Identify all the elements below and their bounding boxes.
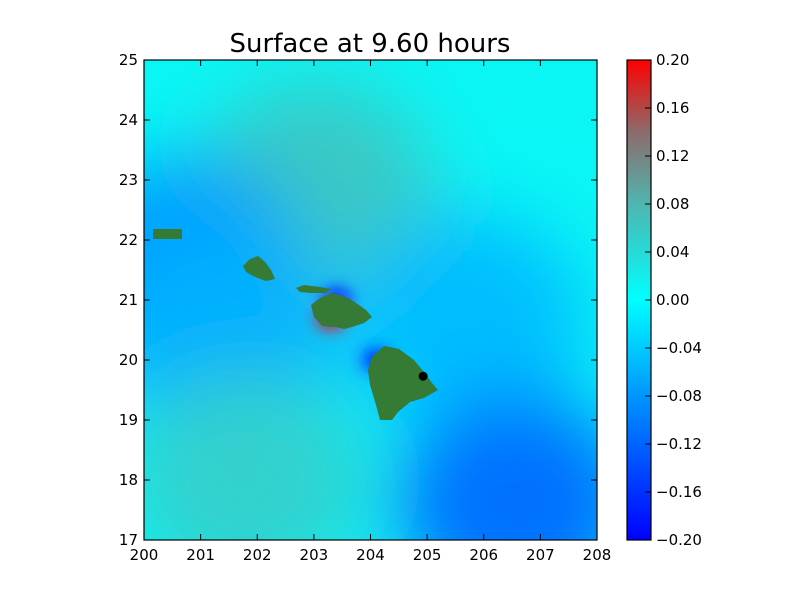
chart-title: Surface at 9.60 hours [230, 29, 511, 59]
x-tick-label: 207 [526, 546, 555, 564]
colorbar-tick-label: 0.04 [656, 243, 689, 261]
y-tick-label: 20 [119, 351, 138, 369]
colorbar-tick-label: −0.20 [656, 531, 702, 549]
y-tick-label: 23 [119, 171, 138, 189]
surface-feature [397, 394, 597, 540]
x-tick-label: 205 [413, 546, 442, 564]
land-oahu [296, 285, 331, 293]
y-tick-label: 19 [119, 411, 138, 429]
colorbar-tick-label: 0.12 [656, 147, 689, 165]
x-tick-label: 208 [583, 546, 612, 564]
colorbar-tick-label: −0.08 [656, 387, 702, 405]
y-tick-label: 22 [119, 231, 138, 249]
colorbar-tick-label: −0.04 [656, 339, 702, 357]
colorbar-tick-label: −0.16 [656, 483, 702, 501]
land-hawaii [368, 346, 438, 420]
colorbar: 0.20 0.16 0.12 0.08 0.04 0.00 −0.04 −0.08 −0.12 −… [626, 51, 702, 549]
y-tick-label: 25 [119, 51, 138, 69]
colorbar-tick-label: 0.08 [656, 195, 689, 213]
x-tick-label: 204 [356, 546, 385, 564]
land-masses [153, 229, 438, 420]
x-axis: 200 201 202 203 204 205 206 207 208 [130, 60, 612, 564]
surface-field [144, 82, 597, 540]
x-tick-label: 203 [300, 546, 329, 564]
y-tick-label: 24 [119, 111, 138, 129]
x-tick-label: 206 [469, 546, 498, 564]
y-tick-label: 17 [119, 531, 138, 549]
colorbar-tick-label: 0.16 [656, 99, 689, 117]
x-tick-label: 200 [130, 546, 159, 564]
colorbar-tick-label: 0.20 [656, 51, 689, 69]
y-tick-label: 18 [119, 471, 138, 489]
land-niihau-block [153, 229, 182, 239]
colorbar-tick-label: −0.12 [656, 435, 702, 453]
surface-feature [144, 370, 366, 540]
x-tick-label: 201 [186, 546, 215, 564]
y-tick-label: 21 [119, 291, 138, 309]
x-tick-label: 202 [243, 546, 272, 564]
land-kauai [243, 256, 275, 281]
y-axis: 17 18 19 20 21 22 23 24 25 [119, 51, 597, 549]
marker-point [418, 371, 428, 381]
land-molokai-maui [311, 293, 372, 329]
colorbar-tick-label: 0.00 [656, 291, 689, 309]
colorbar-ticks: 0.20 0.16 0.12 0.08 0.04 0.00 −0.04 −0.08 −0.12 −… [645, 51, 702, 549]
plot-area [144, 60, 597, 540]
